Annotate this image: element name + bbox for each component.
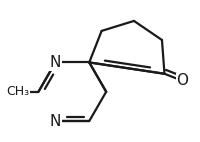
Text: N: N — [50, 114, 61, 129]
Text: O: O — [177, 73, 189, 88]
Text: CH₃: CH₃ — [6, 85, 29, 98]
Text: N: N — [50, 55, 61, 70]
